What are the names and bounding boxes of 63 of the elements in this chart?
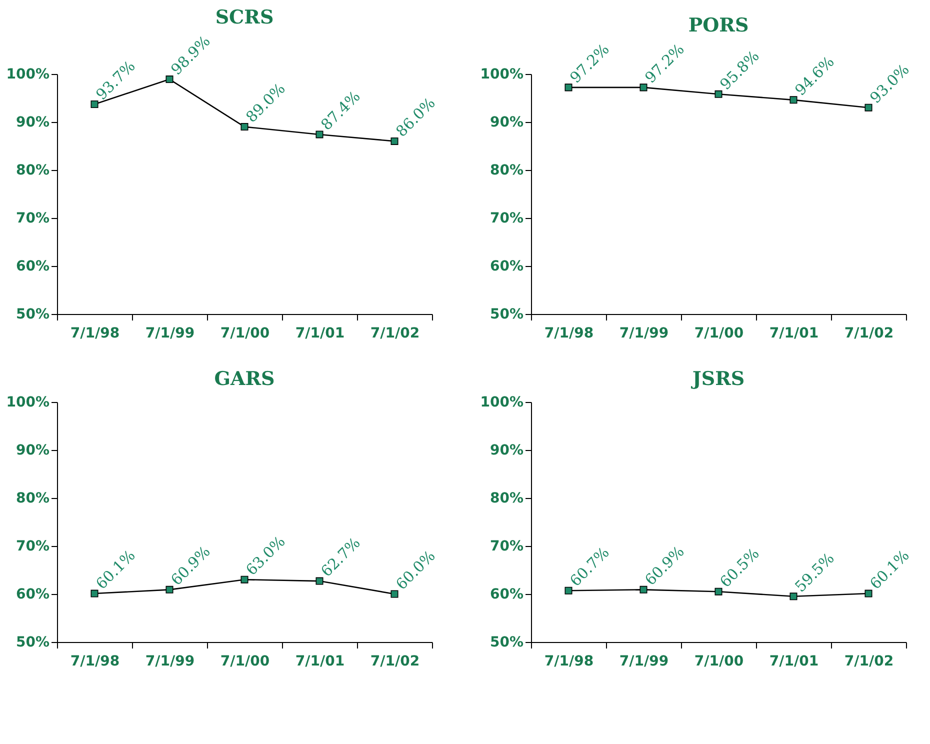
x-tick-label: 7/1/99: [145, 654, 195, 670]
y-tick-label: 60%: [16, 586, 50, 602]
point: [790, 96, 798, 104]
y-tick-label: 50%: [16, 306, 50, 322]
point: [166, 586, 174, 594]
point: [640, 84, 648, 92]
y-tick-label: 100%: [480, 66, 524, 82]
x-tick-label: 7/1/00: [220, 326, 270, 342]
x-tick-label: 7/1/98: [544, 654, 594, 670]
x-tick-label: 7/1/00: [694, 326, 744, 342]
y-tick-label: 60%: [16, 258, 50, 274]
x-tick-label: 7/1/00: [694, 654, 744, 670]
y-tick-label: 70%: [16, 538, 50, 554]
point: [316, 577, 324, 585]
chart-title: SCRS: [215, 6, 274, 29]
x-tick-label: 7/1/01: [769, 654, 819, 670]
y-tick-label: 60%: [490, 586, 524, 602]
x-tick-label: 7/1/02: [844, 654, 894, 670]
point: [90, 100, 98, 108]
y-tick-label: 80%: [16, 162, 50, 178]
x-tick-label: 7/1/00: [220, 654, 270, 670]
point: [90, 590, 98, 598]
y-tick-label: 90%: [16, 442, 50, 458]
y-tick-label: 50%: [16, 634, 50, 650]
y-tick-label: 90%: [16, 114, 50, 130]
y-tick-label: 80%: [490, 490, 524, 506]
y-tick-label: 100%: [480, 394, 524, 410]
x-tick-label: 7/1/02: [370, 654, 420, 670]
chart-title: GARS: [214, 368, 275, 390]
x-tick-label: 7/1/99: [619, 654, 669, 670]
point: [714, 90, 722, 98]
point: [240, 123, 248, 131]
y-tick-label: 60%: [490, 258, 524, 274]
point: [390, 137, 398, 145]
y-tick-label: 80%: [16, 490, 50, 506]
x-tick-label: 7/1/98: [70, 654, 120, 670]
x-tick-label: 7/1/02: [370, 326, 420, 342]
y-tick-label: 50%: [490, 306, 524, 322]
x-tick-label: 7/1/99: [619, 326, 669, 342]
x-tick-label: 7/1/02: [844, 326, 894, 342]
point: [240, 576, 248, 584]
x-tick-label: 7/1/01: [295, 654, 345, 670]
chart-title: PORS: [688, 14, 749, 37]
chart-title: JSRS: [690, 368, 745, 390]
point: [316, 130, 324, 138]
point: [390, 590, 398, 598]
y-tick-label: 70%: [490, 210, 524, 226]
point: [564, 84, 572, 92]
y-tick-label: 50%: [490, 634, 524, 650]
y-tick-label: 100%: [6, 66, 50, 82]
y-tick-label: 90%: [490, 114, 524, 130]
y-tick-label: 100%: [6, 394, 50, 410]
y-tick-label: 80%: [490, 162, 524, 178]
x-tick-label: 7/1/01: [295, 326, 345, 342]
y-tick-label: 70%: [490, 538, 524, 554]
x-tick-label: 7/1/98: [544, 326, 594, 342]
y-tick-label: 70%: [16, 210, 50, 226]
x-tick-label: 7/1/01: [769, 326, 819, 342]
y-tick-label: 90%: [490, 442, 524, 458]
x-tick-label: 7/1/99: [145, 326, 195, 342]
point: [864, 104, 872, 112]
x-tick-label: 7/1/98: [70, 326, 120, 342]
point: [166, 76, 174, 84]
